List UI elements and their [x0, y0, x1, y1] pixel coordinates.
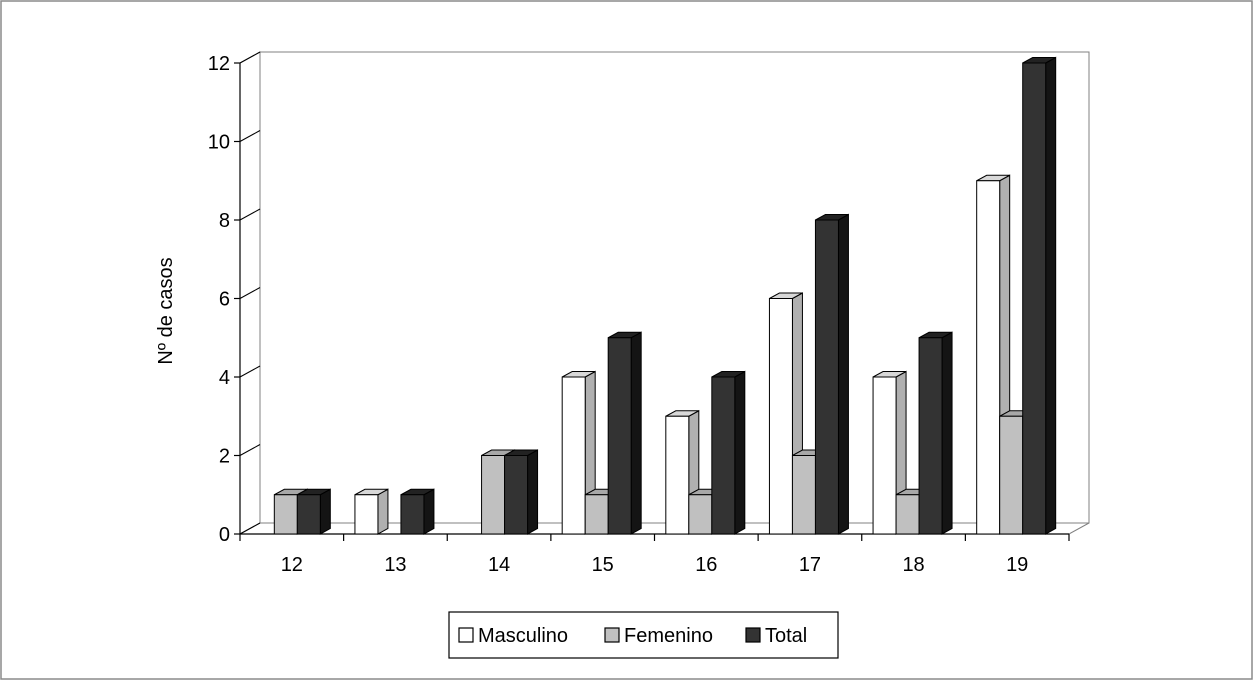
x-tick-label: 16 [695, 554, 717, 576]
x-tick-label: 17 [799, 554, 821, 576]
y-tick-label: 12 [208, 53, 230, 75]
bars [273, 56, 1057, 535]
y-depth-tick [239, 130, 261, 142]
legend-swatch-masculino [458, 627, 474, 643]
y-tick-label: 10 [208, 132, 230, 154]
bar-total-19 [1022, 56, 1057, 535]
y-depth-tick [239, 287, 261, 299]
y-depth-tick [239, 522, 261, 535]
x-tick-label: 18 [902, 554, 924, 576]
legend-swatch-total [745, 627, 761, 643]
legend-box [448, 611, 839, 659]
x-tick-label: 13 [384, 554, 406, 576]
bar-total-15 [607, 331, 642, 535]
x-tick-label: 15 [592, 554, 614, 576]
y-depth-tick [239, 444, 261, 456]
bar-total-16 [711, 370, 746, 535]
y-tick-label: 4 [219, 367, 230, 389]
y-tick-label: 2 [219, 446, 230, 468]
y-depth-tick [239, 365, 261, 378]
bar-total-14 [504, 449, 539, 535]
legend: Masculino Femenino Total [448, 611, 839, 659]
legend-label-femenino: Femenino [624, 625, 713, 647]
y-depth-tick [239, 208, 261, 221]
y-axis-title: Nº de casos [155, 257, 177, 364]
bar-total-17 [814, 213, 849, 535]
y-tick-label: 8 [219, 210, 230, 232]
bar-total-12 [296, 488, 331, 535]
bar-masculino-17 [768, 292, 803, 535]
bar-total-13 [400, 488, 435, 535]
y-depth-tick [239, 51, 261, 64]
legend-swatch-femenino [604, 627, 620, 643]
x-tick-label: 12 [281, 554, 303, 576]
bar-masculino-13 [354, 488, 389, 535]
y-tick-label: 6 [219, 289, 230, 311]
bar-total-18 [918, 331, 953, 535]
plot-walls [239, 51, 1090, 535]
legend-label-masculino: Masculino [478, 625, 568, 647]
legend-label-total: Total [765, 625, 807, 647]
y-tick-label: 0 [219, 524, 230, 546]
x-tick-label: 19 [1006, 554, 1028, 576]
x-tick-label: 14 [488, 554, 510, 576]
